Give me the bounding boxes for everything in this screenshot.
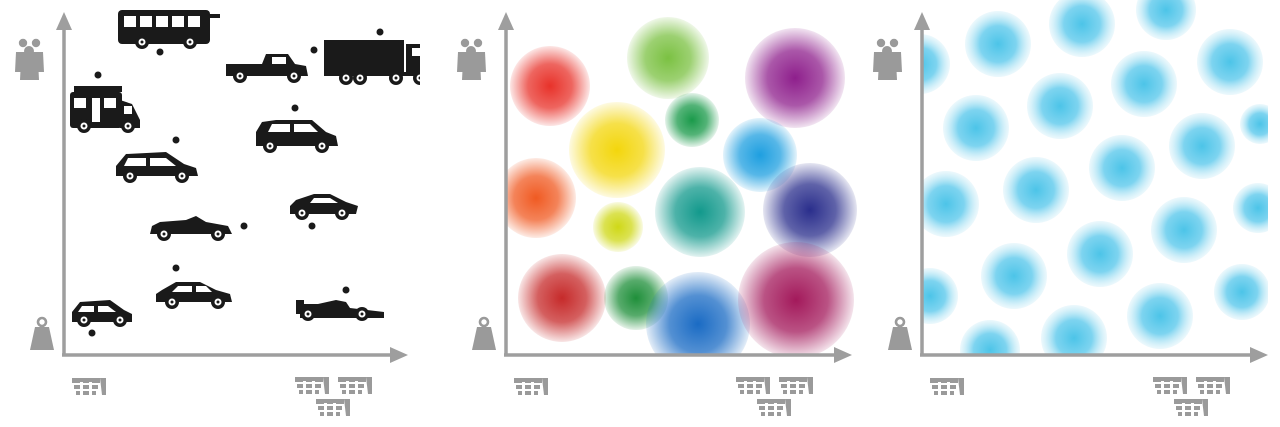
data-points bbox=[88, 28, 384, 337]
cluster-blob bbox=[646, 272, 750, 376]
uniform-distribution-panel bbox=[860, 0, 1280, 427]
data-point bbox=[172, 264, 180, 272]
data-point bbox=[376, 28, 384, 36]
weight-icon bbox=[28, 316, 56, 352]
cluster-blob bbox=[518, 254, 606, 342]
colored-cluster-panel bbox=[440, 0, 870, 427]
cluster-blob bbox=[510, 46, 590, 126]
uniform-blob bbox=[1127, 283, 1193, 349]
suv-icon bbox=[256, 120, 338, 153]
x-axis bbox=[504, 347, 852, 363]
uniform-blob bbox=[1151, 197, 1217, 263]
formula-car-icon bbox=[296, 300, 384, 321]
uniform-blob bbox=[1003, 157, 1069, 223]
uniform-blob bbox=[1089, 135, 1155, 201]
y-axis bbox=[914, 12, 930, 355]
cluster-blob bbox=[569, 102, 665, 198]
single-engine-icon bbox=[72, 378, 106, 395]
cluster-blob bbox=[496, 158, 576, 238]
cluster-blob bbox=[593, 202, 643, 252]
cluster-blobs bbox=[496, 17, 857, 376]
people-group-icon bbox=[15, 38, 44, 80]
uniform-blob bbox=[1067, 221, 1133, 287]
cluster-blob bbox=[763, 163, 857, 257]
data-point bbox=[308, 222, 316, 230]
semi-truck-icon bbox=[324, 40, 420, 85]
x-axis bbox=[62, 347, 408, 363]
cluster-blob bbox=[665, 93, 719, 147]
uniform-blob bbox=[1214, 264, 1270, 320]
cluster-blob bbox=[745, 28, 845, 128]
sedan-icon bbox=[156, 282, 232, 309]
uniform-blob bbox=[943, 95, 1009, 161]
uniform-blob bbox=[1169, 113, 1235, 179]
uniform-blob bbox=[1111, 51, 1177, 117]
data-point bbox=[172, 136, 180, 144]
y-axis bbox=[56, 12, 72, 355]
convertible-icon bbox=[150, 216, 232, 241]
cluster-blob bbox=[738, 242, 854, 358]
data-point bbox=[88, 329, 96, 337]
bus-icon bbox=[118, 10, 220, 49]
uniform-blob bbox=[1136, 0, 1196, 40]
cluster-blob bbox=[655, 167, 745, 257]
data-point bbox=[310, 46, 318, 54]
data-point bbox=[156, 48, 164, 56]
data-point bbox=[240, 222, 248, 230]
uniform-blob bbox=[1197, 29, 1263, 95]
x-axis bbox=[920, 347, 1268, 363]
uniform-blob bbox=[1049, 0, 1115, 57]
cluster-blob bbox=[723, 118, 797, 192]
pickup-truck-icon bbox=[226, 54, 308, 83]
minivan-icon bbox=[116, 152, 198, 183]
uniform-blob bbox=[913, 171, 979, 237]
cluster-blob bbox=[627, 17, 709, 99]
multiple-engines-icon bbox=[295, 377, 372, 416]
vehicle-scatter-panel bbox=[0, 0, 420, 427]
uniform-blobs bbox=[890, 0, 1280, 380]
uniform-blob bbox=[965, 11, 1031, 77]
hatchback-icon bbox=[72, 300, 132, 327]
y-axis bbox=[498, 12, 514, 355]
data-point bbox=[94, 71, 102, 79]
sports-car-icon bbox=[290, 194, 358, 220]
data-point bbox=[342, 286, 350, 294]
data-point bbox=[291, 104, 299, 112]
uniform-blob bbox=[981, 243, 1047, 309]
motorhome-icon bbox=[70, 86, 140, 133]
uniform-blob bbox=[1027, 73, 1093, 139]
